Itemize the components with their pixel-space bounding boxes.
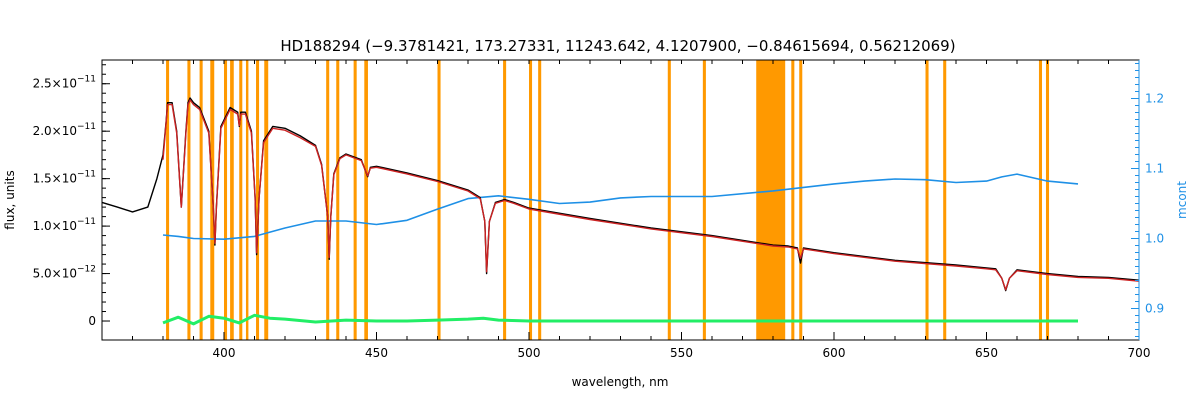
mask-band-1: [187, 60, 191, 340]
y-tick-label-1: 5.0×10−12: [33, 265, 96, 281]
x-tick-label-500: 500: [518, 346, 541, 360]
series-residual-line: [162, 313, 1078, 326]
mask-band-21: [791, 60, 795, 340]
series-mcont-line: [162, 173, 1079, 240]
mask-band-4: [224, 60, 228, 340]
mask-band-9: [264, 60, 269, 340]
y2-tick-label-2: 1.1: [1145, 162, 1164, 176]
mask-band-24: [943, 60, 947, 340]
mask-band-14: [437, 60, 441, 340]
mask-band-11: [336, 60, 340, 340]
x-axis: 400 450 500 550 600 650 700: [101, 60, 1151, 360]
mask-band-20: [756, 60, 786, 340]
x-tick-label-650: 650: [975, 346, 998, 360]
mask-band-22: [799, 60, 803, 340]
y-axis-label: flux, units: [3, 170, 17, 229]
mask-band-8: [256, 60, 260, 340]
x-axis-label: wavelength, nm: [572, 375, 669, 389]
mask-band-7: [245, 60, 249, 340]
y-tick-label-4: 2.0×10−11: [33, 122, 96, 138]
data-series: [101, 97, 1140, 326]
mask-band-10: [326, 60, 330, 340]
mask-band-0: [166, 60, 170, 340]
mask-band-19: [702, 60, 706, 340]
y-tick-label-3: 1.5×10−11: [33, 170, 96, 186]
x-tick-label-600: 600: [823, 346, 846, 360]
series-model-line: [162, 99, 1140, 291]
y2-axis-label: mcont: [1175, 181, 1189, 219]
mask-band-6: [239, 60, 243, 340]
y2-tick-label-0: 0.9: [1145, 302, 1164, 316]
y2-tick-label-3: 1.2: [1145, 92, 1164, 106]
x-tick-label-700: 700: [1128, 346, 1151, 360]
x-tick-label-400: 400: [213, 346, 236, 360]
y-axis-left: 0 5.0×10−12 1.0×10−11 1.5×10−11 2.0×10−11 2.5…: [33, 64, 110, 328]
y-tick-label-0: 0: [88, 314, 96, 328]
mask-band-2: [199, 60, 203, 340]
mask-band-13: [364, 60, 368, 340]
y-tick-label-5: 2.5×10−11: [33, 75, 96, 91]
x-tick-label-450: 450: [365, 346, 388, 360]
chart-title: HD188294 (−9.3781421, 173.27331, 11243.6…: [280, 37, 955, 55]
mask-band-26: [1045, 60, 1050, 340]
mask-band-23: [925, 60, 929, 340]
mask-band-12: [353, 60, 357, 340]
mask-band-25: [1038, 60, 1043, 340]
x-tick-label-550: 550: [670, 346, 693, 360]
y2-tick-label-1: 1.0: [1145, 232, 1164, 246]
y-axis-right: 0.9 1.0 1.1 1.2: [1131, 60, 1164, 340]
mask-band-18: [667, 60, 671, 340]
mask-band-5: [230, 60, 234, 340]
y-tick-label-2: 1.0×10−11: [33, 217, 96, 233]
